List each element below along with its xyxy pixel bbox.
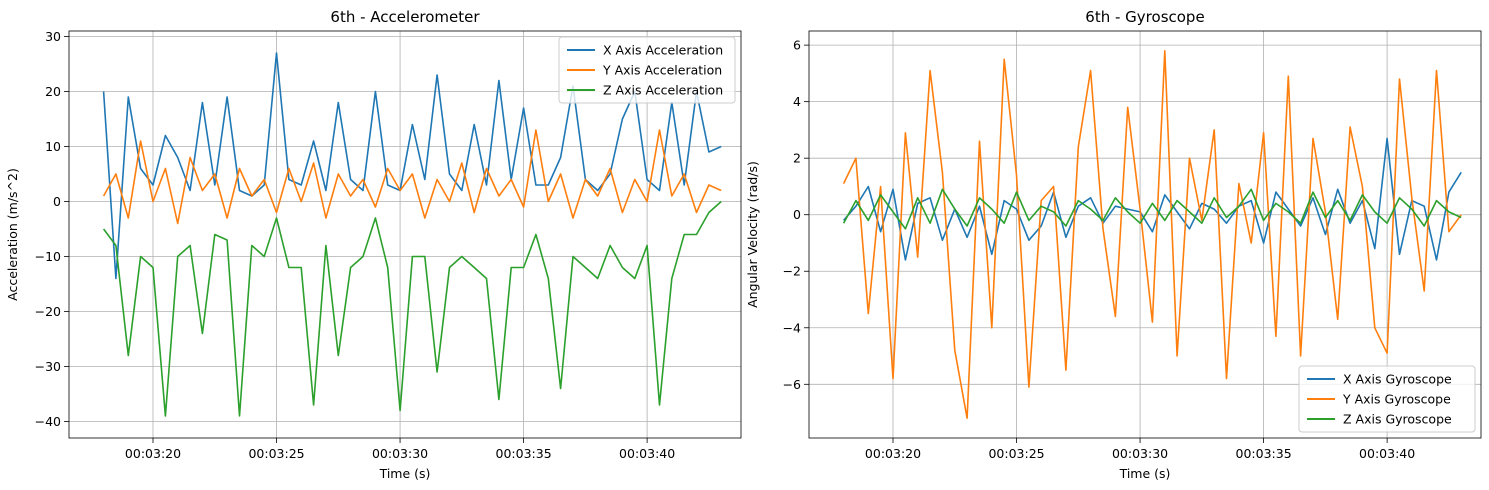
- legend: X Axis Gyroscope Y Axis Gyroscope Z Axis G…: [1298, 365, 1476, 433]
- y-tick-label: −20: [35, 304, 61, 319]
- y-tick-label: −6: [783, 377, 801, 392]
- legend-label: X Axis Gyroscope: [1343, 372, 1452, 387]
- legend-label: Z Axis Acceleration: [603, 83, 723, 98]
- legend-label: Y Axis Gyroscope: [1342, 392, 1451, 407]
- axes-frame: [808, 30, 1482, 439]
- x-tick-label: 00:03:20: [125, 446, 181, 461]
- y-tick-label: 2: [793, 151, 801, 166]
- y-tick-label: 4: [793, 94, 801, 109]
- y-tick-label: −40: [35, 414, 61, 429]
- y-tick-label: 0: [53, 194, 61, 209]
- x-tick-label: 00:03:20: [865, 446, 921, 461]
- series-line-2: [102, 129, 722, 225]
- y-tick-label: 0: [793, 207, 801, 222]
- y-tick-label: 10: [45, 139, 61, 154]
- y-tick-label: −2: [783, 264, 801, 279]
- y-axis-label: Angular Velocity (rad/s): [745, 161, 760, 308]
- series-line-1: [102, 52, 722, 280]
- x-tick-label: 00:03:25: [248, 446, 304, 461]
- x-tick-label: 00:03:35: [496, 446, 552, 461]
- x-tick-label: 00:03:30: [1112, 446, 1168, 461]
- legend-box: [1298, 365, 1476, 433]
- x-tick-label: 00:03:30: [372, 446, 428, 461]
- axes-frame: [68, 30, 742, 439]
- x-axis-label: Time (s): [1119, 466, 1171, 481]
- legend: X Axis Acceleration Y Axis Acceleration Z …: [558, 36, 736, 104]
- series-lines: [842, 49, 1462, 420]
- x-tick-label: 00:03:40: [1359, 446, 1415, 461]
- y-axis-label: Acceleration (m/s^2): [5, 168, 20, 301]
- x-tick-label: 00:03:40: [619, 446, 675, 461]
- chart-title: 6th - Gyroscope: [1085, 8, 1204, 26]
- series-line-2: [842, 49, 1462, 420]
- y-tick-label: 30: [45, 29, 61, 44]
- series-line-1: [842, 137, 1462, 261]
- legend-label: Y Axis Acceleration: [602, 63, 722, 78]
- chart-panel-2: 00:03:20 00:03:25 00:03:30 00:03:35 00:03:40…: [745, 8, 1482, 481]
- x-tick-label: 00:03:25: [988, 446, 1044, 461]
- legend-label: Z Axis Gyroscope: [1343, 412, 1452, 427]
- legend-box: [558, 36, 736, 104]
- x-axis-label: Time (s): [379, 466, 431, 481]
- series-line-3: [102, 200, 722, 417]
- y-tick-label: −4: [783, 320, 801, 335]
- y-tick-label: −10: [35, 249, 61, 264]
- y-tick-label: 6: [793, 38, 801, 53]
- x-tick-label: 00:03:35: [1236, 446, 1292, 461]
- series-line-3: [842, 188, 1462, 230]
- y-tick-label: 20: [45, 84, 61, 99]
- y-tick-label: −30: [35, 359, 61, 374]
- legend-label: X Axis Acceleration: [603, 43, 723, 58]
- series-lines: [102, 52, 722, 417]
- chart-title: 6th - Accelerometer: [330, 8, 480, 26]
- chart-panel-1: 00:03:20 00:03:25 00:03:30 00:03:35 00:03:40…: [5, 8, 742, 481]
